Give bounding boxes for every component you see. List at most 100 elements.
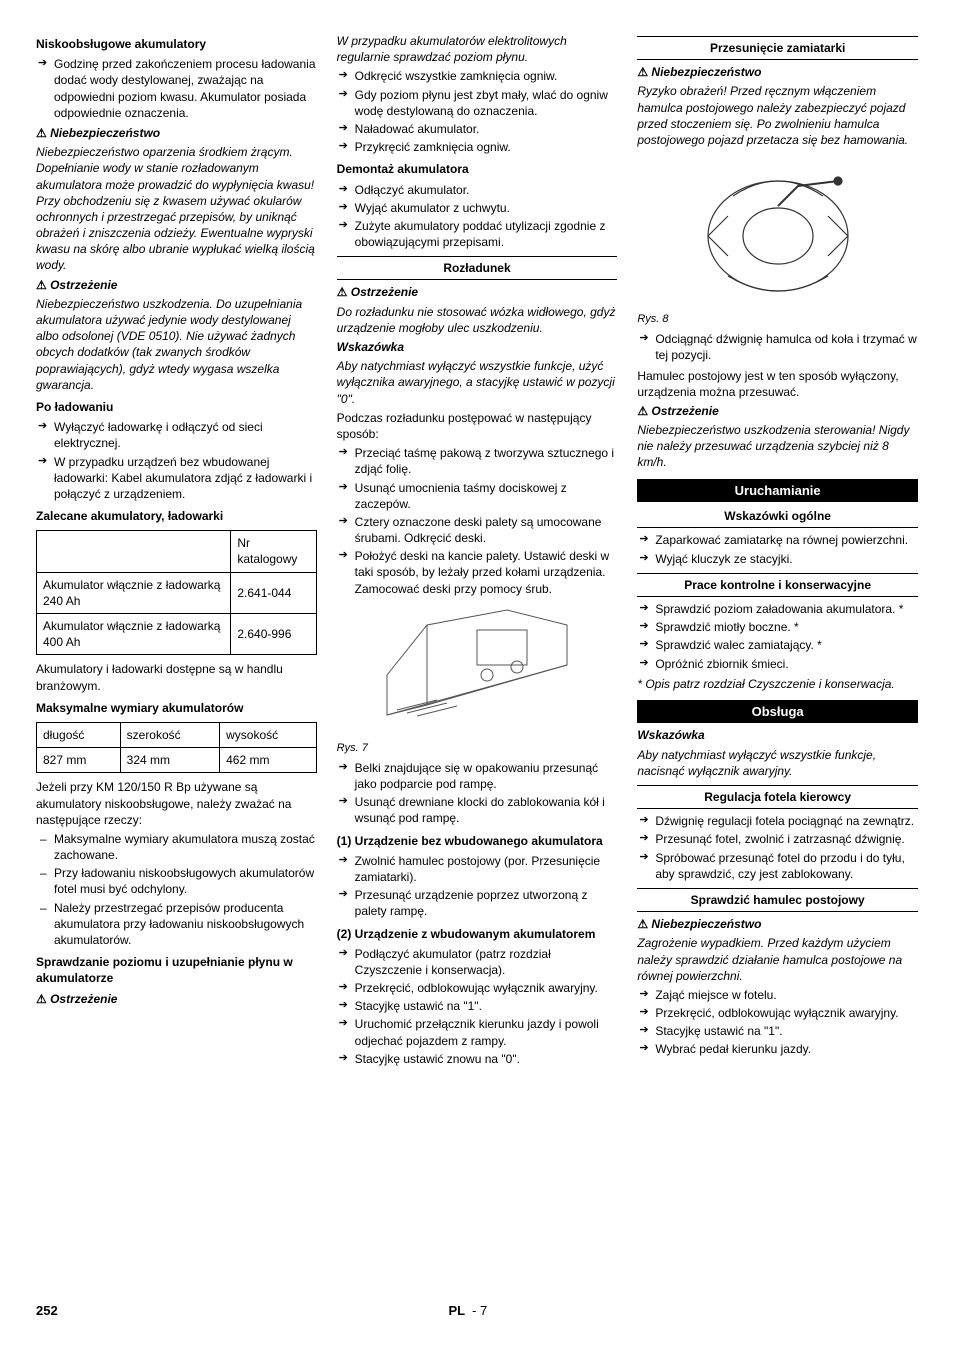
- list-item: Wyłączyć ładowarkę i odłączyć od sieci e…: [36, 419, 317, 451]
- list-item: Zwolnić hamulec postojowy (por. Przesuni…: [337, 853, 618, 885]
- figure-8-caption: Rys. 8: [637, 312, 918, 327]
- list-item: Przekręcić, odblokowując wyłącznik awary…: [337, 980, 618, 996]
- heading-remove-battery: Demontaż akumulatora: [337, 161, 618, 177]
- page-footer: 252 PL - 7: [36, 1302, 918, 1320]
- heading-check-fluid: Sprawdzanie poziomu i uzupełnianie płynu…: [36, 954, 317, 986]
- list-item: Przesunąć urządzenie poprzez utworzoną z…: [337, 887, 618, 919]
- figure-7-caption: Rys. 7: [337, 741, 618, 756]
- table-cell: Akumulator włącznie z ładowarką 400 Ah: [37, 614, 231, 655]
- list-item: Belki znajdujące się w opakowaniu przesu…: [337, 760, 618, 792]
- heading-after-charging: Po ładowaniu: [36, 399, 317, 415]
- danger-heading: Niebezpieczeństwo: [637, 916, 918, 932]
- list-item: Odciągnąć dźwignię hamulca od koła i trz…: [637, 331, 918, 363]
- list-item: Cztery oznaczone deski palety są umocowa…: [337, 514, 618, 546]
- table-header: Nr katalogowy: [231, 531, 316, 572]
- tip-text: Aby natychmiast wyłączyć wszystkie funkc…: [337, 358, 618, 407]
- list-fig7: Belki znajdujące się w opakowaniu przesu…: [337, 760, 618, 827]
- intro-text: W przypadku akumulatorów elektrolitowych…: [337, 33, 618, 65]
- heading-device-no-battery: (1) Urządzenie bez wbudowanego akumulato…: [337, 833, 618, 849]
- list-item: Usunąć drewniane klocki do zablokowania …: [337, 794, 618, 826]
- list-item: Odłączyć akumulator.: [337, 182, 618, 198]
- table-cell: 324 mm: [120, 748, 219, 773]
- tip-heading: Wskazówka: [337, 339, 618, 355]
- list-item: Przekręcić, odblokowując wyłącznik awary…: [637, 1005, 918, 1021]
- table-cell: Akumulator włącznie z ładowarką 240 Ah: [37, 572, 231, 613]
- list-item: Wyjąć akumulator z uchwytu.: [337, 200, 618, 216]
- table-header: długość: [37, 722, 121, 747]
- lang-code: PL: [448, 1303, 464, 1318]
- list-item: Spróbować przesunąć fotel do przodu i do…: [637, 850, 918, 882]
- list-checks: Sprawdzić poziom załadowania akumulatora…: [637, 601, 918, 672]
- list-dimensions: Maksymalne wymiary akumulatora muszą zos…: [36, 831, 317, 948]
- heading-device-with-battery: (2) Urządzenie z wbudowanym akumulatorem: [337, 926, 618, 942]
- dimensions-text: Jeżeli przy KM 120/150 R Bp używane są a…: [36, 779, 317, 828]
- figure-7: [337, 605, 618, 739]
- list-dev1: Zwolnić hamulec postojowy (por. Przesuni…: [337, 853, 618, 920]
- table-cell: 827 mm: [37, 748, 121, 773]
- list-low-maintenance: Godzinę przed zakończeniem procesu ładow…: [36, 56, 317, 121]
- list-after-charging: Wyłączyć ładowarkę i odłączyć od sieci e…: [36, 419, 317, 502]
- table-cell: 2.641-044: [231, 572, 316, 613]
- list-item: Sprawdzić miotły boczne. *: [637, 619, 918, 635]
- list-item: Zaparkować zamiatarkę na równej powierzc…: [637, 532, 918, 548]
- heading-startup: Uruchamianie: [637, 479, 918, 503]
- danger-text: Ryzyko obrażeń! Przed ręcznym włączeniem…: [637, 83, 918, 148]
- warning-heading: Ostrzeżenie: [637, 403, 918, 419]
- list-general: Zaparkować zamiatarkę na równej powierzc…: [637, 532, 918, 566]
- list-dev2: Podłączyć akumulator (patrz rozdział Czy…: [337, 946, 618, 1067]
- table-cell: 2.640-996: [231, 614, 316, 655]
- list-item: Odkręcić wszystkie zamknięcia ogniw.: [337, 68, 618, 84]
- list-seat: Dźwignię regulacji fotela pociągnąć na z…: [637, 813, 918, 882]
- danger-text: Zagrożenie wypadkiem. Przed każdym użyci…: [637, 935, 918, 984]
- heading-dimensions: Maksymalne wymiary akumulatorów: [36, 700, 317, 716]
- table-dimensions: długość szerokość wysokość 827 mm 324 mm…: [36, 722, 317, 773]
- list-item: Dźwignię regulacji fotela pociągnąć na z…: [637, 813, 918, 829]
- heading-operation: Obsługa: [637, 700, 918, 724]
- warning-text: Do rozładunku nie stosować wózka widłowe…: [337, 304, 618, 336]
- list-item: Zużyte akumulatory poddać utylizacji zgo…: [337, 218, 618, 250]
- list-item: Zająć miejsce w fotelu.: [637, 987, 918, 1003]
- table-batteries: Nr katalogowy Akumulator włącznie z łado…: [36, 530, 317, 655]
- heading-seat-adjust: Regulacja fotela kierowcy: [637, 785, 918, 809]
- table-header: wysokość: [220, 722, 317, 747]
- list-item: Należy przestrzegać przepisów producenta…: [36, 900, 317, 949]
- warning-heading: Ostrzeżenie: [36, 991, 317, 1007]
- table-header: szerokość: [120, 722, 219, 747]
- heading-low-maintenance: Niskoobsługowe akumulatory: [36, 36, 317, 52]
- list-item: Naładować akumulator.: [337, 121, 618, 137]
- fig8-text: Hamulec postojowy jest w ten sposób wyłą…: [637, 368, 918, 400]
- danger-text: Niebezpieczeństwo oparzenia środkiem żrą…: [36, 144, 317, 274]
- figure-8: [637, 156, 918, 310]
- list-intro: Odkręcić wszystkie zamknięcia ogniw. Gdy…: [337, 68, 618, 155]
- heading-general-tips: Wskazówki ogólne: [637, 508, 918, 528]
- heading-move-sweeper: Przesunięcie zamiatarki: [637, 36, 918, 60]
- sub-page: - 7: [472, 1303, 487, 1318]
- heading-unloading: Rozładunek: [337, 256, 618, 280]
- heading-recommended: Zalecane akumulatory, ładowarki: [36, 508, 317, 524]
- list-item: Stacyjkę ustawić na "1".: [337, 998, 618, 1014]
- list-item: Sprawdzić poziom załadowania akumulatora…: [637, 601, 918, 617]
- list-item: Stacyjkę ustawić znowu na "0".: [337, 1051, 618, 1067]
- tip-text-2: Podczas rozładunku postępować w następuj…: [337, 410, 618, 442]
- checks-note: * Opis patrz rozdział Czyszczenie i kons…: [637, 676, 918, 692]
- list-item: Opróżnić zbiornik śmieci.: [637, 656, 918, 672]
- list-item: Uruchomić przełącznik kierunku jazdy i p…: [337, 1016, 618, 1048]
- list-item: Maksymalne wymiary akumulatora muszą zos…: [36, 831, 317, 863]
- list-item: Gdy poziom płynu jest zbyt mały, wlać do…: [337, 87, 618, 119]
- availability-text: Akumulatory i ładowarki dostępne są w ha…: [36, 661, 317, 693]
- warning-text: Niebezpieczeństwo uszkodzenia sterowania…: [637, 422, 918, 471]
- list-item: Usunąć umocnienia taśmy dociskowej z zac…: [337, 480, 618, 512]
- list-item: Przesunąć fotel, zwolnić i zatrzasnąć dź…: [637, 831, 918, 847]
- list-item: Wybrać pedał kierunku jazdy.: [637, 1041, 918, 1057]
- list-item: Sprawdzić walec zamiatający. *: [637, 637, 918, 653]
- table-cell: 462 mm: [220, 748, 317, 773]
- tip-heading: Wskazówka: [637, 727, 918, 743]
- list-fig8: Odciągnąć dźwignię hamulca od koła i trz…: [637, 331, 918, 363]
- list-item: Przy ładowaniu niskoobsługowych akumulat…: [36, 865, 317, 897]
- list-item: Wyjąć kluczyk ze stacyjki.: [637, 551, 918, 567]
- list-item: Położyć deski na kancie palety. Ustawić …: [337, 548, 618, 597]
- warning-heading: Ostrzeżenie: [337, 284, 618, 300]
- heading-check-brake: Sprawdzić hamulec postojowy: [637, 888, 918, 912]
- danger-heading: Niebezpieczeństwo: [36, 125, 317, 141]
- warning-text: Niebezpieczeństwo uszkodzenia. Do uzupeł…: [36, 296, 317, 393]
